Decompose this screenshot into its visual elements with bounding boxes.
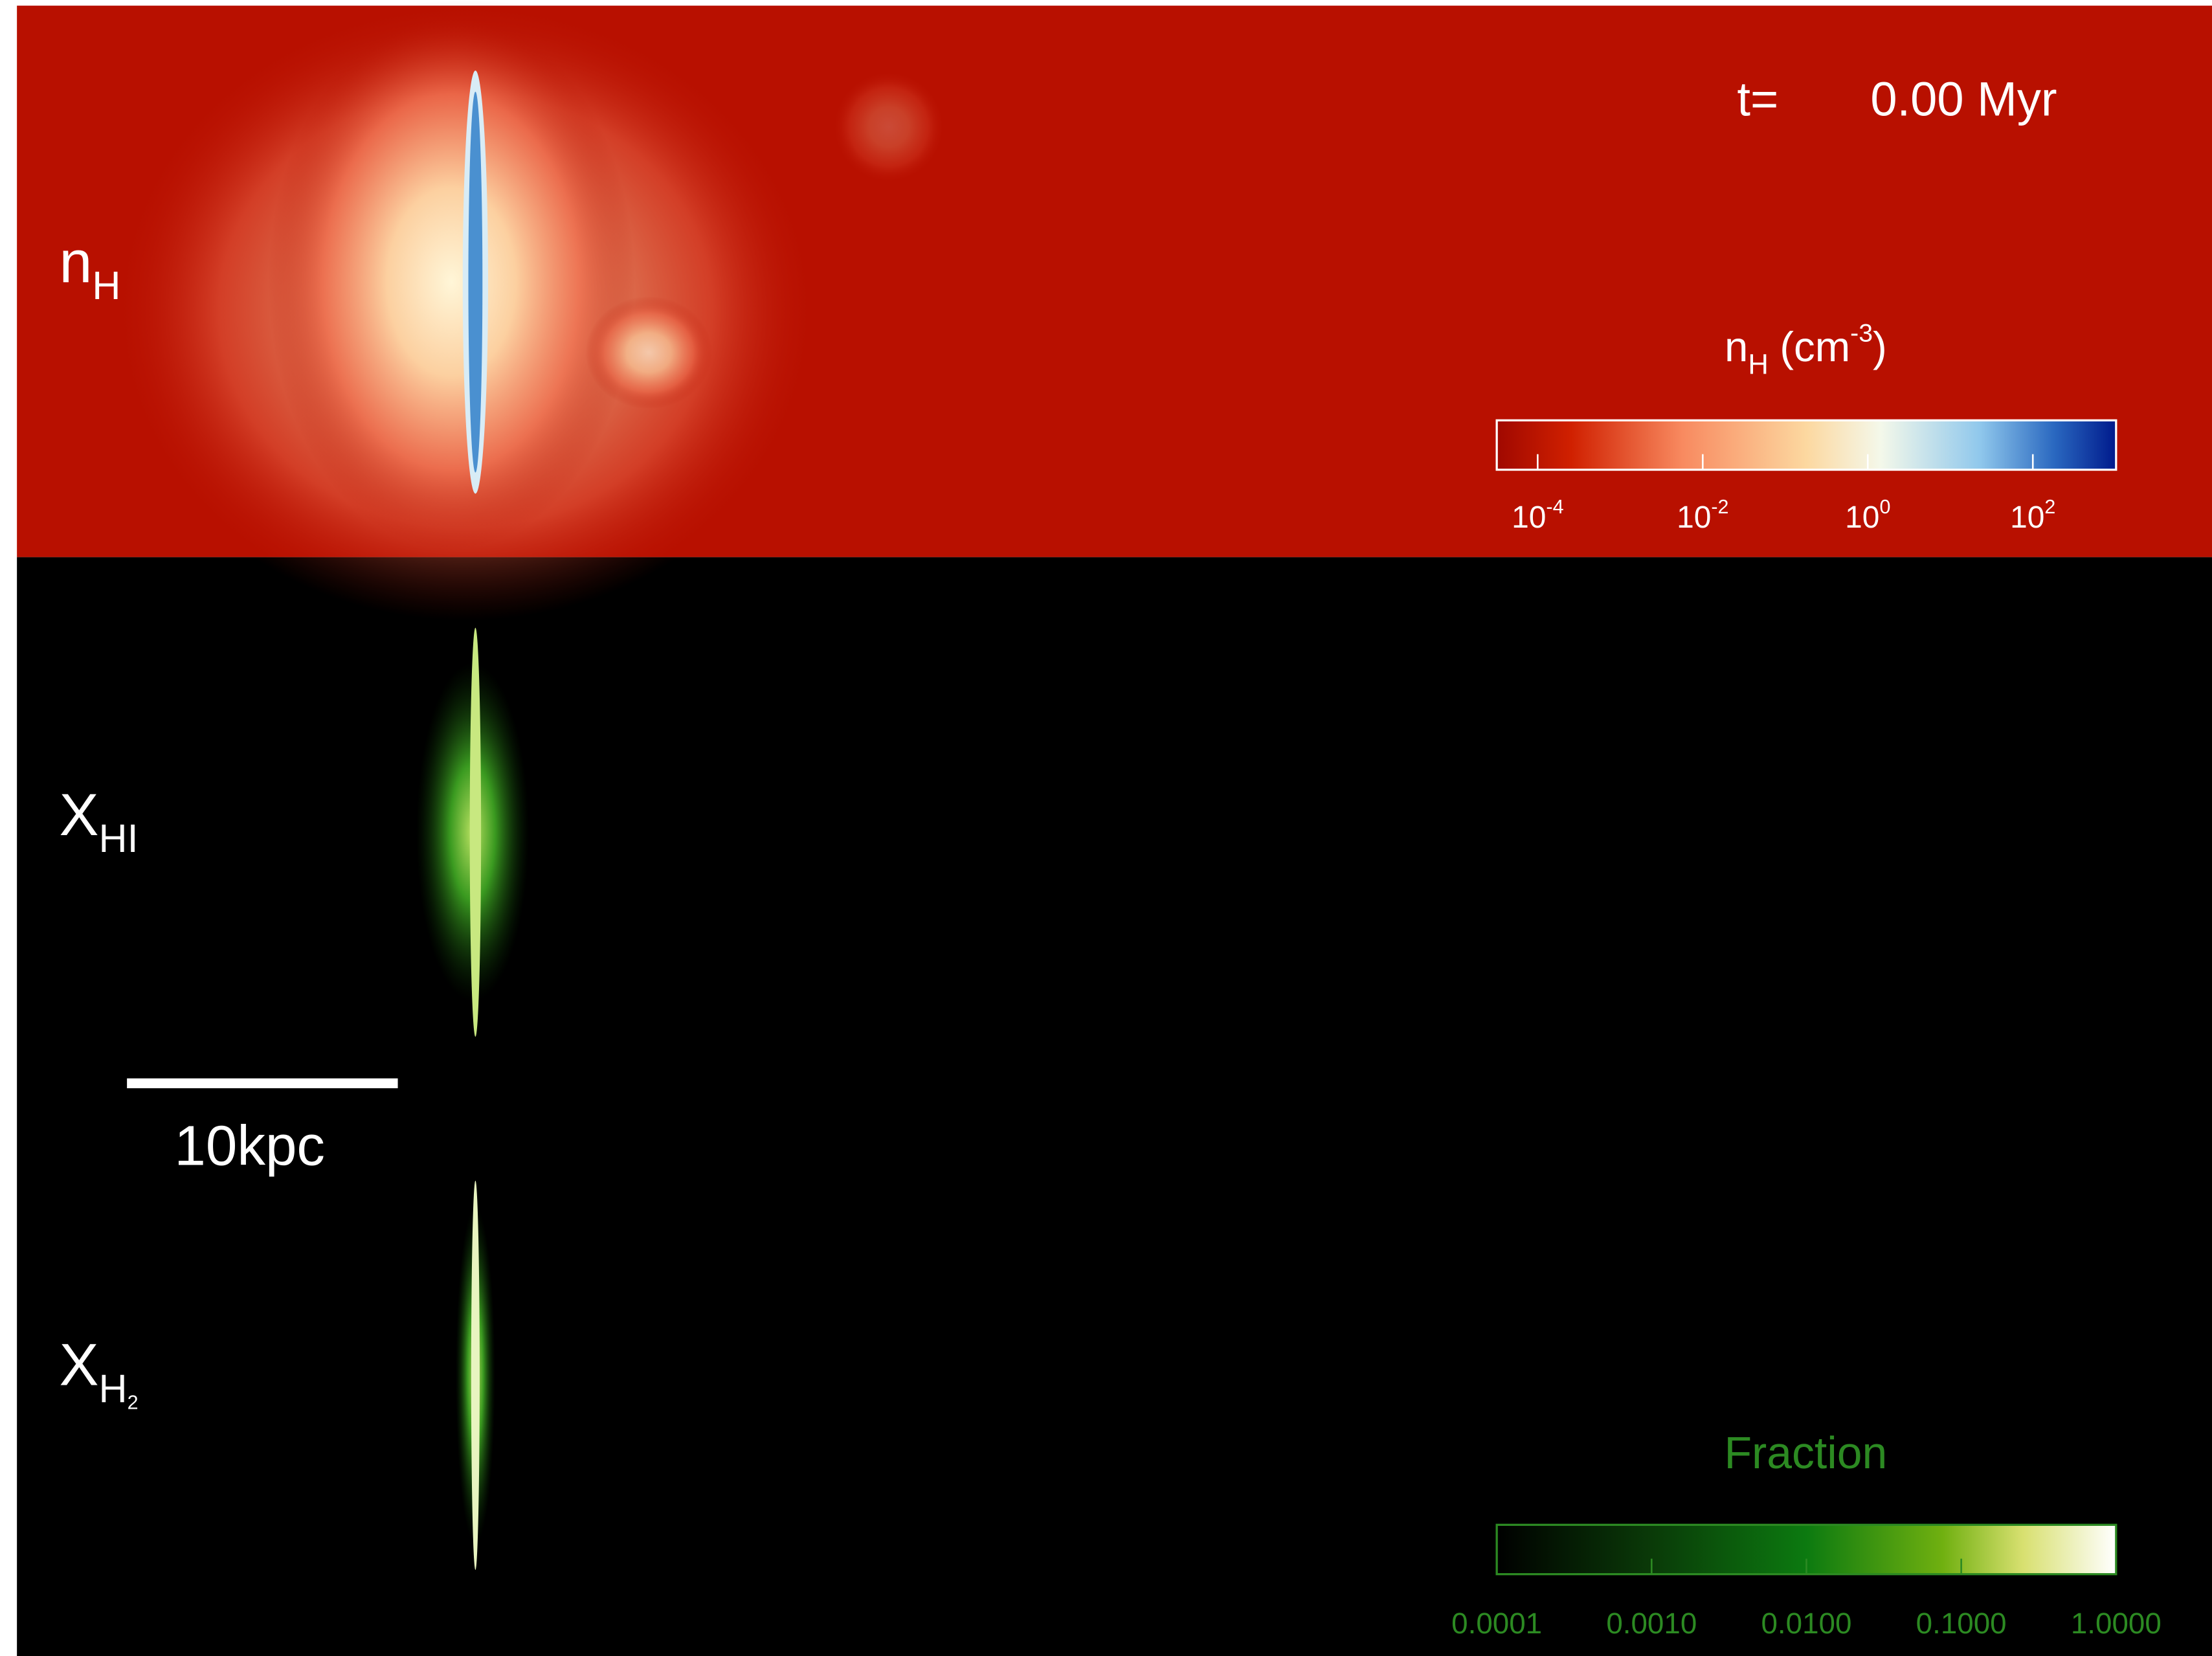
tick-exponent: -2 (1711, 496, 1728, 518)
unit-exponent: -3 (1850, 319, 1873, 347)
density-colorbar (1497, 420, 2116, 469)
unit: (cm (1780, 323, 1850, 370)
tick-label: 0.1000 (1916, 1607, 2007, 1640)
subscript: H (1748, 349, 1768, 380)
hi-core (470, 628, 481, 1037)
subsubscript: 2 (128, 1392, 139, 1414)
tick-base: 10 (1512, 500, 1546, 535)
tick-base: 10 (1677, 500, 1711, 535)
symbol: X (60, 1332, 99, 1398)
subscript: H (92, 263, 120, 308)
unit-close: ) (1873, 323, 1887, 370)
gas-cloud (268, 14, 635, 550)
tick-label: 0.0100 (1761, 1607, 1852, 1640)
scale-label: 10kpc (174, 1115, 325, 1178)
tick-base: 10 (1845, 500, 1879, 535)
subscript: H (99, 1367, 128, 1411)
tick-base: 10 (2010, 500, 2044, 535)
tick-label: 0.0010 (1606, 1607, 1697, 1640)
page: t= 0.00 Myr nH XHI XH2 nH(cm-3) 10-410-2… (0, 0, 2212, 1656)
colorbar-title: Fraction (1724, 1427, 1887, 1478)
tick-exponent: -4 (1546, 496, 1563, 518)
tick-label: 0.0001 (1451, 1607, 1542, 1640)
h2-core (471, 1181, 480, 1570)
symbol: n (60, 229, 93, 295)
tick-exponent: 0 (1879, 496, 1890, 518)
symbol: n (1725, 323, 1748, 370)
gas-clump (585, 297, 712, 409)
fraction-panels (17, 557, 2212, 1656)
disk-core (468, 92, 482, 473)
tick-label: 1.0000 (2071, 1607, 2162, 1640)
tick-exponent: 2 (2044, 496, 2055, 518)
time-label: t= (1737, 73, 1778, 126)
symbol: X (60, 782, 99, 848)
gas-clump (832, 71, 945, 183)
time-value: 0.00 Myr (1870, 73, 2057, 126)
subscript: HI (99, 816, 139, 860)
frame: t= 0.00 Myr nH XHI XH2 nH(cm-3) 10-410-2… (0, 0, 2212, 1656)
